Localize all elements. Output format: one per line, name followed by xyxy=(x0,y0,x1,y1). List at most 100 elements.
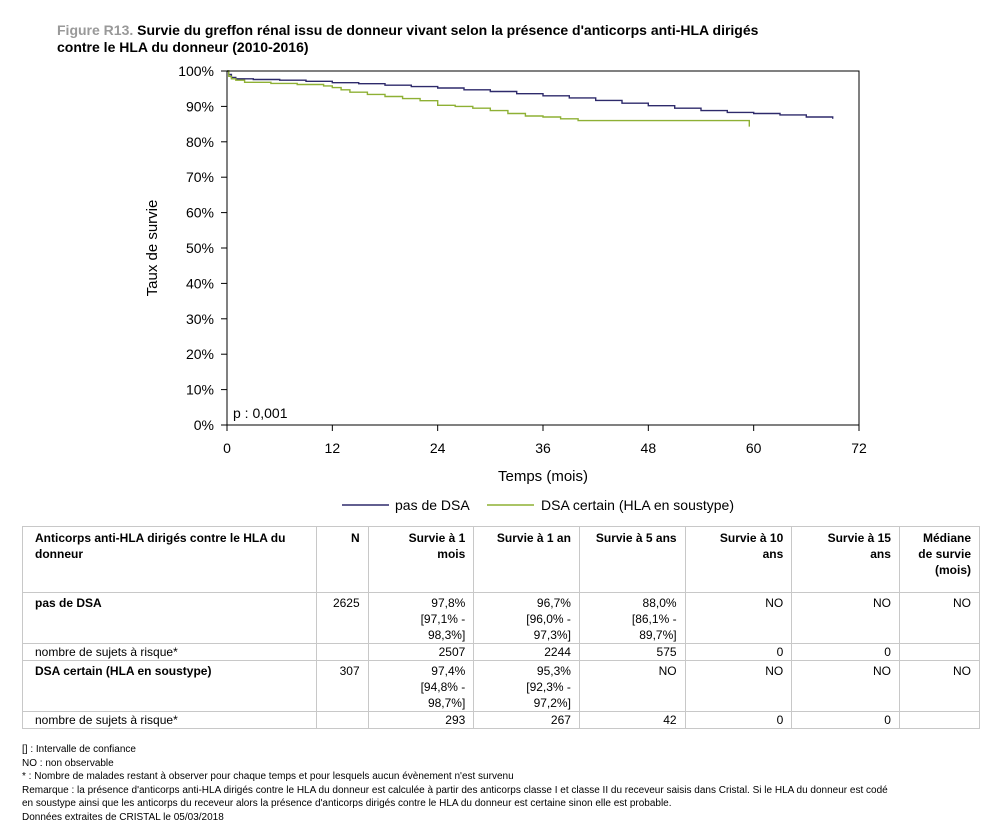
cell-ci-low: [97,1% - xyxy=(420,612,466,626)
row-n: 2625 xyxy=(316,592,369,644)
plot-frame xyxy=(226,70,860,426)
header-survie-5-ans: Survie à 5 ans xyxy=(578,526,686,593)
risk-10-ans: 0 xyxy=(684,711,793,729)
figure-title: Figure R13. Survie du greffon rénal issu… xyxy=(57,22,817,56)
header-anticorps: Anticorps anti-HLA dirigés contre le HLA… xyxy=(21,526,318,593)
chart-legend: pas de DSA DSA certain (HLA en soustype) xyxy=(342,497,734,513)
cell-ci-high: 89,7%] xyxy=(639,628,677,642)
cell-survie-5-ans: NO xyxy=(578,660,686,712)
risk-15-ans: 0 xyxy=(791,711,900,729)
row-name: pas de DSA xyxy=(21,592,318,644)
risk-empty xyxy=(898,711,981,729)
risk-5-ans: 42 xyxy=(578,711,686,729)
cell-mediane: NO xyxy=(898,660,981,712)
x-tick-label: 0 xyxy=(223,440,231,456)
risk-empty xyxy=(898,643,981,661)
table-row: nombre de sujets à risque* 2507 2244 575… xyxy=(21,643,981,661)
header-survie-1-mois: Survie à 1 mois xyxy=(367,526,475,593)
y-tick-label: 0% xyxy=(194,417,214,433)
y-tick-label: 70% xyxy=(186,169,214,185)
risk-1-an: 2244 xyxy=(473,643,580,661)
table-header-row: Anticorps anti-HLA dirigés contre le HLA… xyxy=(21,526,981,593)
cell-mediane: NO xyxy=(898,592,981,644)
risk-label: nombre de sujets à risque* xyxy=(21,643,318,661)
x-tick-label: 48 xyxy=(641,440,657,456)
chart-ticks xyxy=(221,70,860,431)
risk-5-ans: 575 xyxy=(578,643,686,661)
risk-label: nombre de sujets à risque* xyxy=(21,711,318,729)
cell-survie-5-ans: 88,0% [86,1% - 89,7%] xyxy=(578,592,686,644)
series-line-1 xyxy=(227,70,750,127)
x-tick-label: 36 xyxy=(535,440,551,456)
y-tick-label: 60% xyxy=(186,205,214,221)
legend-label-pas-de-dsa: pas de DSA xyxy=(395,497,470,513)
risk-1-mois: 293 xyxy=(367,711,475,729)
cell-value: 97,4% xyxy=(431,664,466,678)
p-value-annotation: p : 0,001 xyxy=(233,405,288,421)
survival-chart: 0% 10% 20% 30% 40% 50% 60% 70% 80% 90% 100% 0 12 24 36… xyxy=(144,63,867,513)
note-no: NO : non observable xyxy=(22,757,114,769)
cell-survie-1-an: 95,3% [92,3% - 97,2%] xyxy=(473,660,580,712)
cell-value: 97,8% xyxy=(431,596,466,610)
cell-ci-high: 97,3%] xyxy=(533,628,571,642)
x-tick-label: 72 xyxy=(851,440,867,456)
risk-1-mois: 2507 xyxy=(367,643,475,661)
x-axis-title: Temps (mois) xyxy=(498,468,588,485)
series-line-0 xyxy=(227,70,834,119)
header-mediane: Médiane de survie (mois) xyxy=(898,526,981,593)
footnotes: [] : Intervalle de confiance NO : non ob… xyxy=(22,743,982,824)
figure-title-line2: contre le HLA du donneur (2010-2016) xyxy=(57,39,309,55)
cell-survie-1-mois: 97,4% [94,8% - 98,7%] xyxy=(367,660,475,712)
x-tick-label: 12 xyxy=(325,440,341,456)
cell-survie-10-ans: NO xyxy=(684,660,793,712)
y-tick-label: 10% xyxy=(186,382,214,398)
y-tick-label: 20% xyxy=(186,346,214,362)
figure-label: Figure R13. xyxy=(57,22,134,38)
y-tick-label: 30% xyxy=(186,311,214,327)
risk-empty xyxy=(316,643,369,661)
note-risk: * : Nombre de malades restant à observer… xyxy=(22,771,514,782)
x-tick-label: 24 xyxy=(430,440,446,456)
risk-10-ans: 0 xyxy=(684,643,793,661)
header-n: N xyxy=(316,526,369,593)
figure-title-line1: Survie du greffon rénal issu de donneur … xyxy=(133,22,759,38)
y-tick-label: 50% xyxy=(186,240,214,256)
header-survie-10-ans: Survie à 10 ans xyxy=(684,526,793,593)
cell-survie-1-mois: 97,8% [97,1% - 98,3%] xyxy=(367,592,475,644)
header-survie-1-an: Survie à 1 an xyxy=(473,526,580,593)
cell-survie-1-an: 96,7% [96,0% - 97,3%] xyxy=(473,592,580,644)
cell-ci-low: [94,8% - xyxy=(420,680,466,694)
risk-empty xyxy=(316,711,369,729)
header-survie-15-ans: Survie à 15 ans xyxy=(791,526,900,593)
y-tick-label: 40% xyxy=(186,275,214,291)
note-remark-1: Remarque : la présence d'anticorps anti-… xyxy=(22,784,888,796)
cell-ci-high: 97,2%] xyxy=(533,696,571,710)
chart-tick-labels: 0% 10% 20% 30% 40% 50% 60% 70% 80% 90% 100% 0 12 24 36… xyxy=(178,63,867,456)
chart-series xyxy=(227,70,834,127)
table-row: pas de DSA 2625 97,8% [97,1% - 98,3%] 96,7… xyxy=(21,592,981,644)
row-name: DSA certain (HLA en soustype) xyxy=(21,660,318,712)
cell-value: 96,7% xyxy=(536,596,571,610)
note-remark-2: en soustype ainsi que les anticorps du r… xyxy=(22,798,672,809)
cell-survie-15-ans: NO xyxy=(791,660,900,712)
cell-ci-high: 98,3%] xyxy=(427,628,466,642)
cell-value: 95,3% xyxy=(536,664,571,678)
note-ci: [] : Intervalle de confiance xyxy=(22,744,136,755)
cell-ci-high: 98,7%] xyxy=(427,696,466,710)
table-row: DSA certain (HLA en soustype) 307 97,4% [… xyxy=(21,660,981,712)
note-source: Données extraites de CRISTAL le 05/03/20… xyxy=(22,811,224,823)
table-row: nombre de sujets à risque* 293 267 42 0 … xyxy=(21,711,981,729)
y-tick-label: 90% xyxy=(186,98,214,114)
cell-survie-10-ans: NO xyxy=(684,592,793,644)
risk-1-an: 267 xyxy=(473,711,580,729)
risk-15-ans: 0 xyxy=(791,643,900,661)
survival-table: Anticorps anti-HLA dirigés contre le HLA… xyxy=(21,526,981,729)
y-tick-label: 100% xyxy=(178,63,214,79)
cell-survie-15-ans: NO xyxy=(791,592,900,644)
x-tick-label: 60 xyxy=(746,440,762,456)
cell-ci-low: [92,3% - xyxy=(526,680,571,694)
cell-ci-low: [96,0% - xyxy=(526,612,571,626)
cell-value: 88,0% xyxy=(642,596,677,610)
y-tick-label: 80% xyxy=(186,134,214,150)
row-n: 307 xyxy=(316,660,369,712)
